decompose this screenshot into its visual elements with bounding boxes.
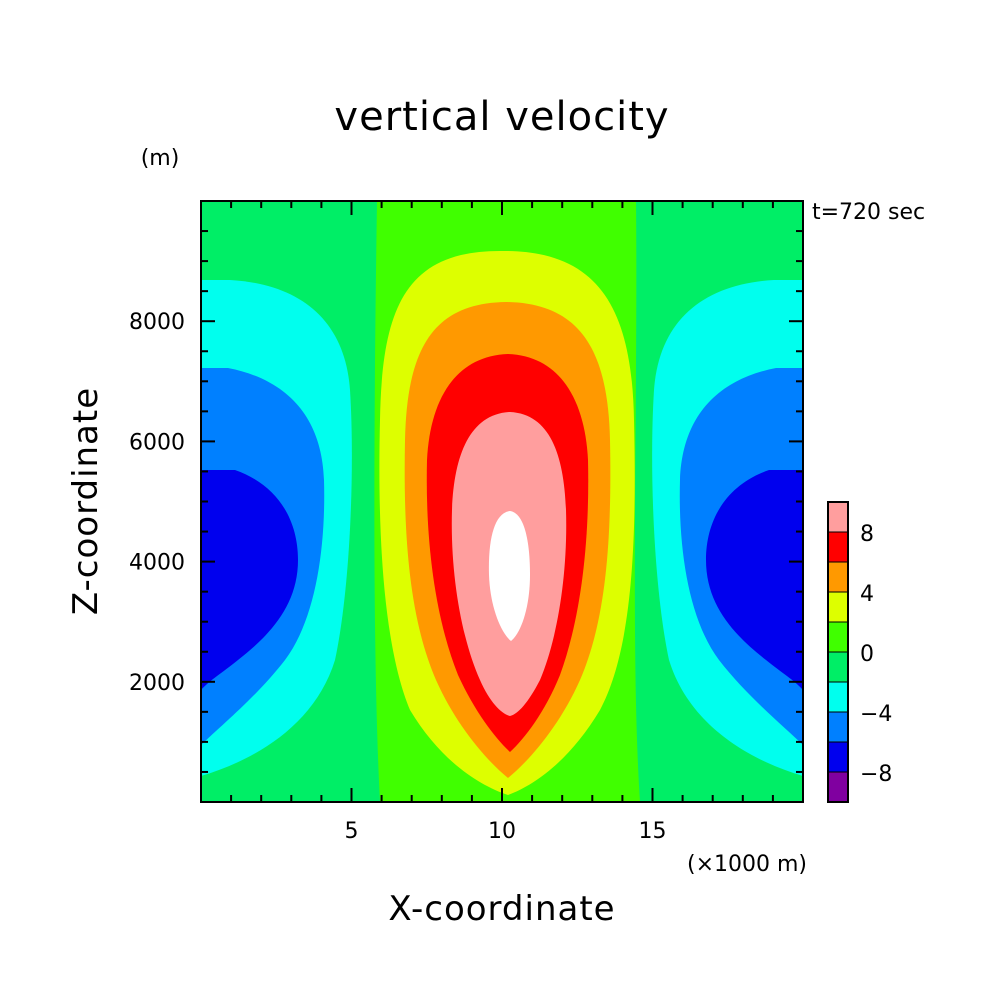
colorbar-swatch	[828, 712, 848, 742]
colorbar-tick-label: 0	[860, 642, 874, 667]
x-tick-labels: 5 10 15	[345, 819, 667, 844]
y-tick-label: 2000	[129, 671, 185, 696]
colorbar-swatch	[828, 622, 848, 652]
x-unit-label: (×1000 m)	[687, 852, 807, 877]
center-region-above-10	[488, 511, 530, 641]
right-region-minus6-to-minus8	[706, 470, 803, 690]
plot-area	[201, 201, 803, 802]
colorbar-frame	[827, 501, 849, 803]
colorbar-tick-label: −4	[860, 702, 892, 727]
colorbar-swatch	[828, 652, 848, 682]
colorbar-swatch	[828, 682, 848, 712]
colorbar-swatch	[828, 742, 848, 772]
chart-title: vertical velocity	[334, 94, 669, 140]
colorbar-swatch	[828, 502, 848, 532]
colorbar-swatch	[828, 532, 848, 562]
y-unit-label: (m)	[141, 146, 180, 171]
colorbar: −8 −4 0 4 8	[827, 501, 892, 803]
y-tick-label: 4000	[129, 551, 185, 576]
colorbar-tick-label: −8	[860, 762, 892, 787]
y-axis	[201, 230, 803, 773]
y-tick-label: 6000	[129, 430, 185, 455]
x-tick-label: 10	[488, 819, 516, 844]
x-tick-label: 15	[639, 819, 667, 844]
x-axis	[230, 201, 774, 802]
time-label: t=720 sec	[812, 200, 925, 225]
y-tick-label: 8000	[129, 310, 185, 335]
y-axis-title: Z-coordinate	[66, 387, 106, 615]
y-tick-labels: 2000 4000 6000 8000	[129, 310, 185, 696]
colorbar-tick-label: 8	[860, 522, 874, 547]
colorbar-swatch	[828, 592, 848, 622]
left-region-minus6-to-minus8	[201, 470, 298, 690]
colorbar-tick-label: 4	[860, 582, 874, 607]
x-axis-title: X-coordinate	[388, 889, 615, 929]
x-tick-label: 5	[345, 819, 359, 844]
colorbar-swatch	[828, 562, 848, 592]
colorbar-swatch	[828, 772, 848, 802]
